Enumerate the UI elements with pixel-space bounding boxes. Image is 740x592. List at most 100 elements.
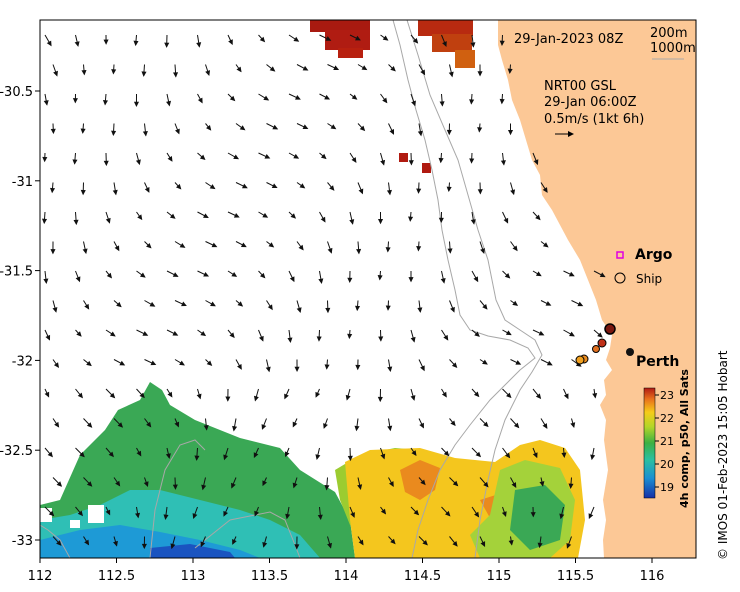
current-arrow (327, 182, 335, 191)
current-arrow (174, 300, 187, 307)
current-arrow (502, 447, 511, 459)
current-arrow (354, 418, 360, 432)
colorbar-tick-label: 20 (660, 458, 674, 471)
current-arrow (532, 388, 542, 400)
current-arrow (266, 123, 279, 130)
current-arrow (499, 93, 505, 105)
current-arrow (540, 241, 549, 248)
y-tick-label: -32.5 (0, 444, 33, 459)
scale-label: 0.5m/s (1kt 6h) (544, 112, 644, 127)
current-arrow (258, 34, 266, 43)
current-arrow (174, 418, 180, 428)
current-arrow (563, 270, 575, 277)
current-arrow (479, 241, 485, 254)
current-arrow (174, 241, 186, 248)
current-arrow (81, 64, 87, 76)
ship-marker-icon (614, 272, 626, 284)
current-arrow (479, 418, 489, 428)
current-arrow (103, 34, 109, 45)
current-arrow (319, 211, 326, 223)
current-arrow (296, 182, 306, 189)
argo-legend-label: Argo (635, 247, 673, 263)
x-axis-ticks: 112 112.5 113 113.5 114 114.5 115 115.5 116 (28, 558, 664, 584)
current-arrow (500, 152, 506, 166)
current-arrow (418, 359, 425, 372)
current-arrow (73, 211, 79, 226)
current-arrow (357, 123, 366, 132)
current-arrow (288, 270, 295, 283)
current-arrow (235, 359, 242, 370)
current-arrow (449, 359, 458, 368)
current-arrow (380, 506, 387, 515)
sst-patch-north (310, 20, 475, 173)
model-label: NRT00 GSL (544, 79, 617, 94)
current-arrow (510, 477, 517, 488)
current-arrow (377, 211, 384, 225)
current-arrow (135, 506, 141, 519)
current-arrow (380, 152, 386, 166)
current-arrow (355, 359, 361, 371)
current-arrow (166, 152, 173, 162)
current-arrow (438, 152, 444, 164)
current-arrow (174, 182, 182, 190)
current-arrow (288, 152, 300, 159)
current-arrow (201, 477, 207, 491)
current-arrow (502, 329, 512, 336)
y-axis-ticks: -30.5 -31 -31.5 -32 -32.5 -33 (0, 85, 40, 549)
current-arrow (510, 241, 518, 252)
current-arrow (254, 506, 259, 517)
colorbar-tick-label: 23 (660, 389, 674, 402)
current-arrow (410, 34, 419, 44)
current-arrow (388, 123, 395, 135)
current-arrow (479, 300, 488, 310)
current-arrow (266, 182, 278, 189)
current-arrow (471, 447, 482, 458)
current-arrow (142, 123, 148, 137)
current-arrow (43, 270, 49, 285)
perth-marker (626, 348, 634, 356)
current-arrow (75, 388, 83, 399)
current-arrow (532, 270, 542, 277)
current-arrow (347, 329, 353, 340)
current-arrow (442, 566, 448, 576)
current-arrow (408, 152, 414, 166)
current-arrow (50, 123, 56, 135)
current-arrow (227, 211, 240, 218)
current-arrow (225, 388, 231, 402)
current-arrow (163, 506, 169, 520)
current-arrow (52, 64, 58, 77)
current-arrow (377, 270, 383, 281)
current-arrow (261, 418, 267, 430)
current-arrow (349, 152, 357, 163)
current-arrow (510, 182, 516, 196)
current-arrow (105, 329, 116, 337)
current-arrow (316, 329, 322, 342)
current-arrow (502, 388, 512, 399)
current-arrow (355, 300, 361, 312)
current-arrow (165, 447, 171, 459)
current-arrow (223, 447, 229, 461)
current-arrow (477, 182, 483, 195)
current-arrow (386, 182, 392, 196)
current-arrow (588, 506, 595, 520)
current-arrow (41, 211, 48, 225)
current-arrow (223, 506, 229, 517)
argo-marker-icon (616, 251, 624, 259)
current-arrow (197, 93, 203, 104)
current-arrow (410, 447, 417, 456)
current-arrow (356, 241, 362, 255)
current-arrow (258, 329, 264, 342)
current-arrow (113, 359, 126, 366)
current-arrow (227, 152, 240, 160)
current-arrow (83, 300, 90, 310)
current-arrow (471, 506, 480, 518)
current-arrow (410, 506, 420, 516)
ship-track-markers (575, 323, 616, 365)
current-arrow (205, 241, 218, 248)
current-arrow (52, 477, 63, 487)
current-arrow (288, 211, 297, 219)
current-arrow (388, 477, 394, 487)
current-arrow (284, 388, 290, 400)
current-arrow (235, 182, 248, 189)
current-arrow (479, 477, 489, 488)
